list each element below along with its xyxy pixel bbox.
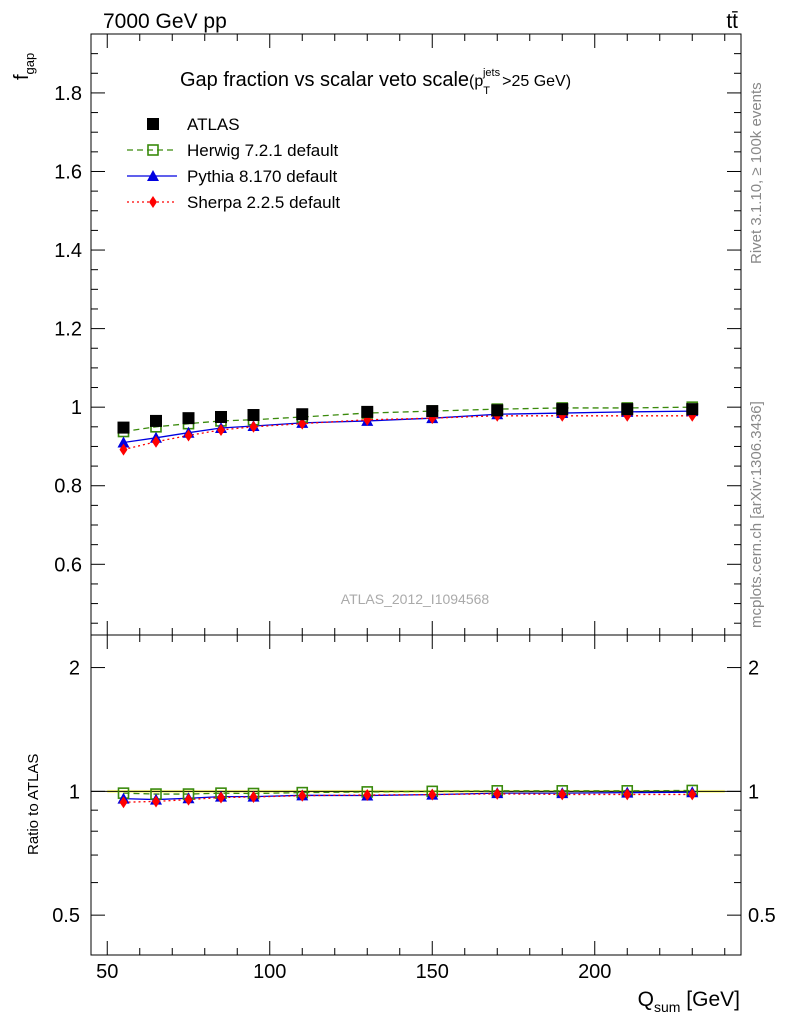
y-tick-label-main: 1.4 [54, 240, 82, 262]
data-point [182, 412, 195, 425]
data-point [217, 423, 225, 436]
y-tick-label-main: 1.2 [54, 319, 82, 341]
energy-label: 7000 GeV pp [103, 10, 227, 33]
ratio-point [428, 788, 437, 801]
y-tick-label-ratio-right: 0.5 [748, 905, 776, 927]
x-axis-label-unit: [GeV] [680, 988, 740, 1011]
y-tick-label-main: 1.8 [54, 83, 82, 105]
legend-label: Pythia 8.170 default [187, 167, 338, 186]
legend: ATLAS Herwig 7.2.1 default Pythia 8.170 de… [127, 115, 340, 212]
series-line-ratio [123, 793, 693, 803]
data-point [361, 405, 374, 418]
data-point [621, 403, 634, 416]
ratio-point [152, 795, 160, 808]
title-cut-p: (p [469, 73, 483, 90]
data-point [117, 436, 130, 448]
tick-labels: 50 100 150 200 0.6 0.8 1 1.2 1.4 1.6 1.8 0.5 0.5 1 1 2 2 [52, 83, 776, 983]
data-point [117, 421, 130, 434]
legend-marker [149, 196, 157, 208]
legend-marker [147, 170, 159, 181]
ratio-point [688, 788, 697, 801]
legend-label: Sherpa 2.2.5 default [187, 193, 340, 212]
process-label: tt̄ [726, 10, 738, 33]
ratio-point [217, 791, 225, 804]
x-tick-label: 200 [578, 961, 611, 983]
title-cut-rest: >25 GeV) [502, 73, 571, 90]
chart-title: Gap fraction vs scalar veto scale(pTjets… [180, 67, 571, 97]
data-point [119, 443, 128, 456]
ratio-panel-frame [90, 634, 742, 956]
x-axis-label: Qsum [GeV] [638, 988, 740, 1015]
legend-label: Herwig 7.2.1 default [187, 141, 338, 160]
analysis-label: ATLAS_2012_I1094568 [341, 591, 490, 607]
data-point [491, 404, 504, 417]
title-cut-sup: jets [482, 67, 501, 79]
ratio-point [298, 789, 307, 802]
y-tick-label-ratio-right: 2 [748, 658, 759, 680]
data-point [296, 408, 309, 421]
data-point [249, 420, 258, 433]
y-axis-label-main-sub: gap [22, 53, 37, 75]
data-point [247, 409, 260, 422]
y-tick-label-main: 0.8 [54, 476, 82, 498]
ratio-point [119, 796, 128, 809]
data-point [686, 403, 699, 416]
mcplots-label: mcplots.cern.ch [arXiv:1306.3436] [748, 401, 765, 628]
y-axis-label-ratio: Ratio to ATLAS [25, 754, 42, 855]
data-point [215, 410, 227, 423]
rivet-label: Rivet 3.1.10, ≥ 100k events [748, 82, 765, 264]
y-tick-label-ratio: 0.5 [52, 905, 80, 927]
legend-marker [147, 118, 159, 130]
series-line-ratio [123, 789, 693, 795]
legend-marker [147, 144, 159, 156]
x-axis-label-text: Q [638, 988, 654, 1011]
y-axis-label-main-text: f [11, 74, 33, 80]
y-axis-label-main: fgap [11, 53, 37, 80]
ratio-point [249, 790, 258, 803]
x-tick-label: 50 [96, 961, 118, 983]
data-point [298, 417, 307, 430]
axis-ticks [91, 33, 741, 956]
ratio-point [623, 788, 632, 801]
data-point [152, 435, 160, 448]
x-tick-label: 150 [416, 961, 449, 983]
y-tick-label-main: 0.6 [54, 554, 82, 576]
y-tick-label-main: 1 [71, 397, 82, 419]
ratio-point [184, 793, 193, 806]
title-cut-sub: T [483, 85, 490, 97]
x-axis-label-sub: sum [654, 999, 680, 1015]
x-tick-label: 100 [253, 961, 286, 983]
data-point [426, 405, 439, 418]
series-markers [117, 401, 699, 809]
data-point [150, 414, 162, 427]
series-line-main [123, 415, 693, 451]
chart-title-main: Gap fraction vs scalar veto scale [180, 69, 469, 91]
series-line-main [123, 410, 693, 444]
ratio-point [558, 788, 567, 801]
y-tick-label-ratio-right: 1 [748, 781, 759, 803]
y-tick-label-ratio: 1 [69, 781, 80, 803]
legend-label: ATLAS [187, 115, 240, 134]
ratio-point [363, 788, 372, 801]
y-tick-label-ratio: 2 [69, 658, 80, 680]
data-point [184, 429, 193, 442]
ratio-point [493, 787, 502, 800]
y-tick-label-main: 1.6 [54, 161, 82, 183]
data-point [556, 403, 569, 416]
